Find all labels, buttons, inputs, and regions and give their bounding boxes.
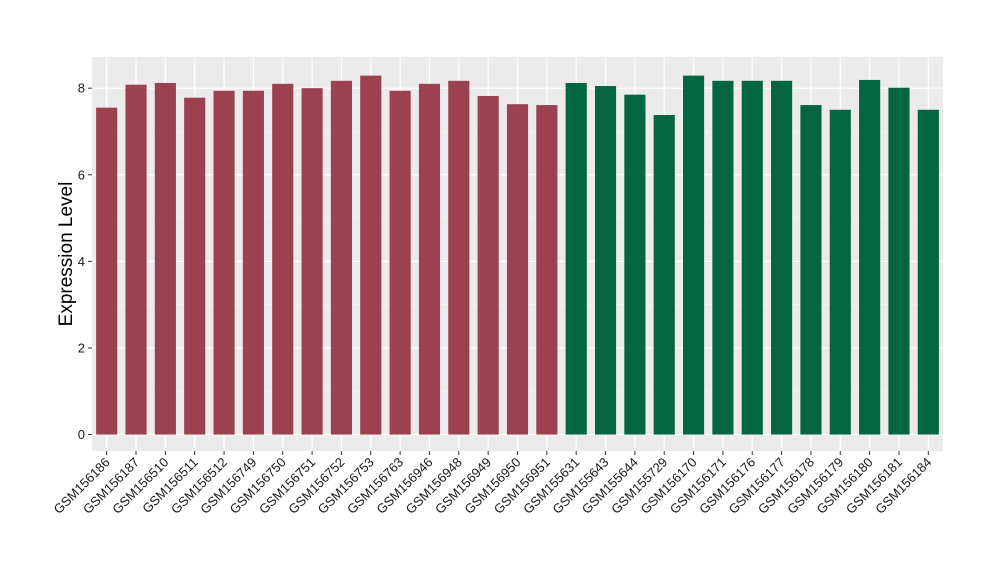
bar-GSM156763 <box>389 90 411 435</box>
y-tick-label: 6 <box>78 167 85 182</box>
bar-GSM156752 <box>330 80 352 435</box>
bar-GSM156181 <box>888 87 910 435</box>
bar-GSM156184 <box>917 109 939 435</box>
y-tick-label: 2 <box>78 340 85 355</box>
bar-GSM156170 <box>683 75 705 435</box>
bar-GSM156510 <box>154 82 176 435</box>
bar-GSM155729 <box>653 115 675 435</box>
y-axis: 0 2 4 6 8 <box>78 81 92 442</box>
bar-GSM156176 <box>741 80 763 435</box>
bar-GSM156753 <box>360 75 382 435</box>
bar-GSM156512 <box>213 90 235 435</box>
bar-GSM156950 <box>506 104 529 435</box>
bar-GSM156750 <box>272 83 294 435</box>
bar-GSM155631 <box>565 82 587 435</box>
bar-GSM156177 <box>771 80 793 435</box>
bar-GSM156171 <box>712 80 734 435</box>
bar-GSM156951 <box>536 105 558 435</box>
bar-GSM156178 <box>800 105 822 435</box>
bar-GSM156186 <box>96 107 118 435</box>
bar-GSM155644 <box>624 94 646 435</box>
bar-GSM156179 <box>829 109 851 435</box>
bar-GSM156511 <box>184 97 206 435</box>
bar-GSM156187 <box>125 84 147 435</box>
bar-GSM156949 <box>477 95 499 435</box>
bar-GSM156749 <box>242 90 264 435</box>
bar-GSM155643 <box>594 86 617 435</box>
y-axis-title: Expression Level <box>56 182 77 327</box>
bars <box>96 75 939 435</box>
bar-GSM156180 <box>859 79 881 435</box>
bar-GSM156751 <box>301 88 323 435</box>
bar-GSM156946 <box>418 83 441 435</box>
x-axis: GSM156186GSM156187GSM156510GSM156511GSM1… <box>51 451 934 517</box>
y-tick-label: 0 <box>78 427 85 442</box>
bar-GSM156948 <box>448 80 470 435</box>
y-tick-label: 4 <box>78 254 85 269</box>
y-tick-label: 8 <box>78 81 85 96</box>
